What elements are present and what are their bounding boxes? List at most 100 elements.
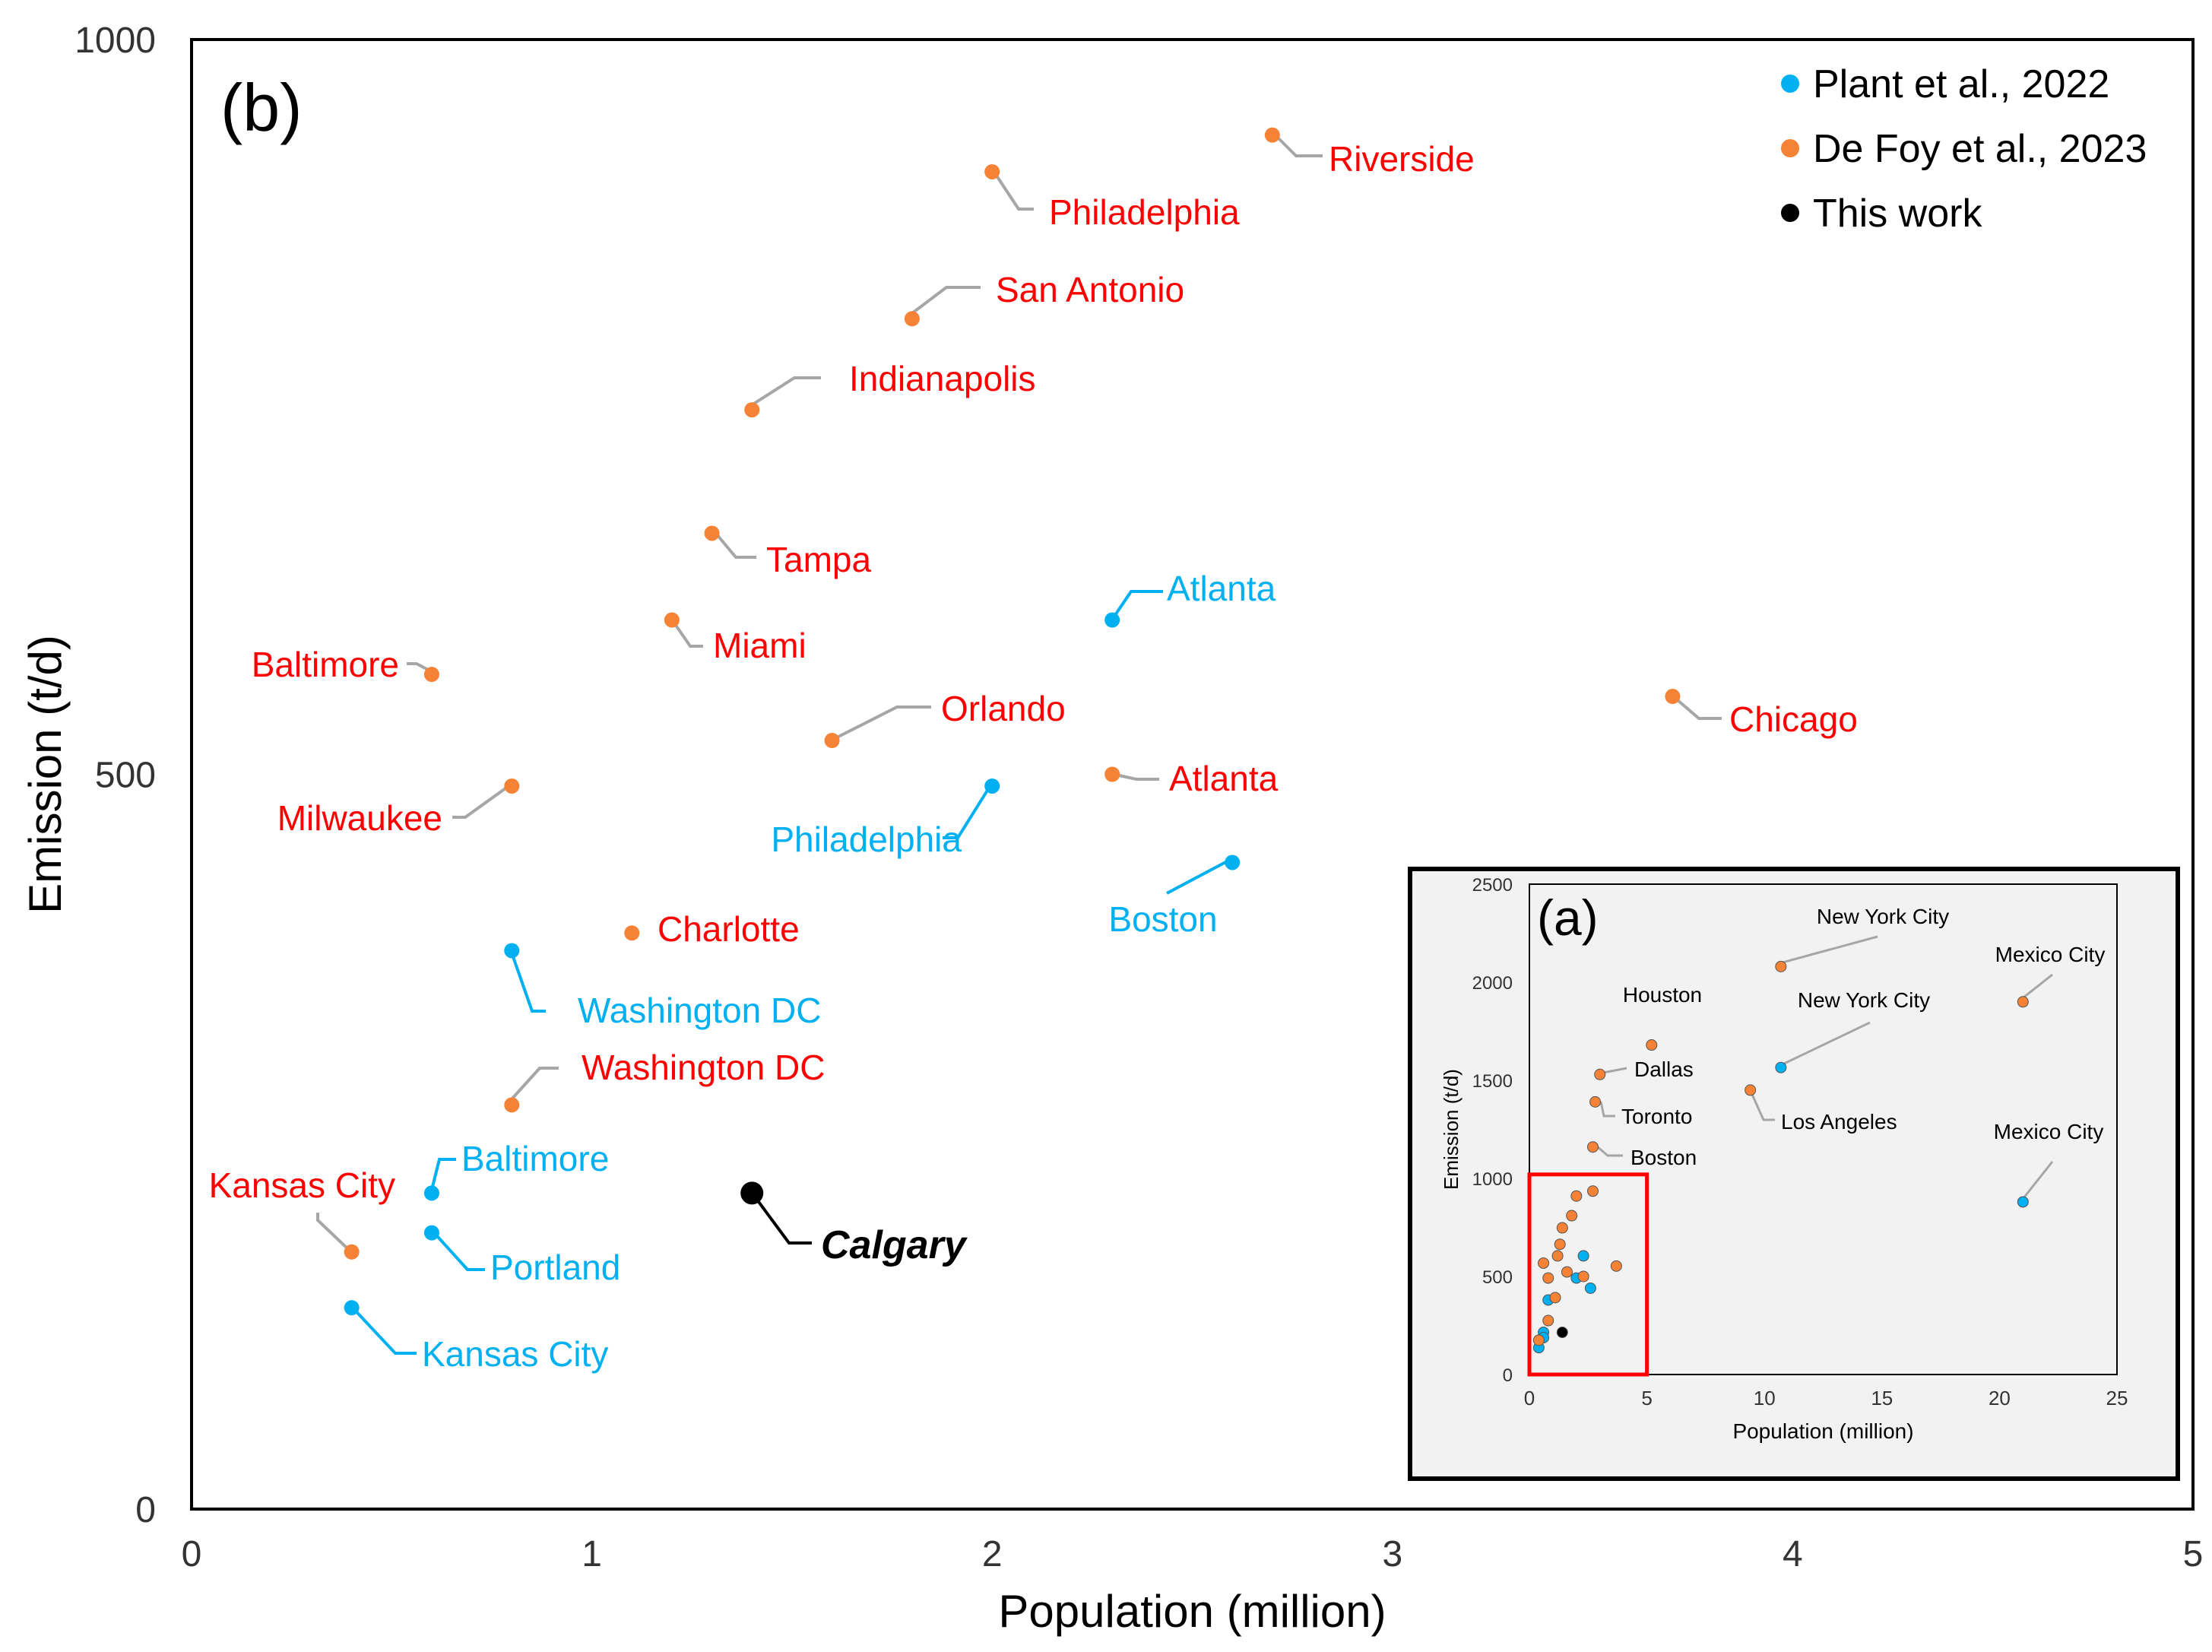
data-label: Miami bbox=[713, 626, 807, 665]
data-point-portland bbox=[423, 1225, 439, 1241]
inset-x-axis-label: Population (million) bbox=[1732, 1419, 1913, 1443]
leader-line bbox=[452, 783, 512, 819]
data-label: Baltimore bbox=[461, 1139, 609, 1178]
panel-label: (b) bbox=[220, 70, 303, 145]
data-point-charlotte bbox=[624, 925, 640, 941]
data-point-kansas-city bbox=[344, 1244, 360, 1260]
inset-plot-area: 0 5 10 15 20 25 0 500 1000 1500 2000 2500 Population… bbox=[1408, 867, 2180, 1481]
data-point-washington-dc bbox=[504, 1097, 520, 1113]
data-point-atlanta bbox=[1104, 766, 1120, 782]
data-point-calgary bbox=[740, 1181, 764, 1205]
leader-line bbox=[1111, 590, 1163, 621]
legend-entry: Plant et al., 2022 bbox=[1813, 62, 2109, 106]
inset-leader-line bbox=[1782, 1021, 1871, 1066]
leader-line bbox=[751, 1192, 812, 1245]
inset-y-tick-label: 500 bbox=[1482, 1267, 1513, 1288]
legend-marker bbox=[1781, 139, 1799, 157]
inset-y-tick-label: 1500 bbox=[1472, 1071, 1513, 1092]
data-point-washington-dc bbox=[504, 943, 520, 959]
legend-entry: De Foy et al., 2023 bbox=[1813, 127, 2147, 171]
data-point-indianapolis bbox=[744, 402, 760, 418]
inset-x-tick-label: 5 bbox=[1641, 1387, 1652, 1409]
inset-data-point bbox=[1584, 1282, 1596, 1294]
inset-data-point bbox=[1586, 1141, 1599, 1153]
data-label: Orlando bbox=[941, 689, 1066, 728]
data-label: Portland bbox=[490, 1248, 620, 1287]
inset-data-point bbox=[1775, 1061, 1787, 1073]
inset-data-label: New York City bbox=[1817, 905, 1949, 928]
leader-line bbox=[430, 1158, 456, 1191]
x-tick-label: 1 bbox=[582, 1534, 602, 1574]
inset-series-2 bbox=[1556, 1327, 1568, 1339]
inset-x-tick-label: 20 bbox=[1989, 1387, 2011, 1409]
inset-x-tick-label: 0 bbox=[1524, 1387, 1535, 1409]
inset-data-label: Los Angeles bbox=[1781, 1110, 1897, 1134]
inset-data-point bbox=[1586, 1185, 1599, 1197]
leader-line bbox=[1166, 858, 1232, 895]
legend-marker bbox=[1781, 75, 1799, 93]
data-label: Riverside bbox=[1329, 139, 1475, 179]
leader-line bbox=[751, 376, 821, 406]
inset-series-1: New York City Mexico City Houston Dallas Los… bbox=[1532, 905, 2105, 1346]
inset-data-point bbox=[1551, 1250, 1564, 1262]
inset-data-point bbox=[1556, 1222, 1568, 1234]
data-label: Tampa bbox=[766, 540, 871, 579]
x-tick-label: 5 bbox=[2183, 1534, 2204, 1574]
data-label: Charlotte bbox=[658, 909, 800, 949]
data-point-kansas-city bbox=[344, 1300, 360, 1316]
data-point-philadelphia bbox=[984, 163, 1000, 179]
inset-leader-line bbox=[1602, 1067, 1627, 1074]
y-tick-label: 0 bbox=[135, 1490, 156, 1530]
leader-line bbox=[1111, 772, 1159, 781]
x-axis-label: Population (million) bbox=[998, 1586, 1386, 1637]
inset-data-point bbox=[1532, 1334, 1545, 1346]
inset-data-point bbox=[1646, 1039, 1658, 1051]
y-tick-label: 500 bbox=[95, 756, 156, 796]
leader-line bbox=[348, 1303, 417, 1355]
leader-line bbox=[670, 618, 703, 648]
data-label: Calgary bbox=[821, 1223, 968, 1267]
data-label: San Antonio bbox=[996, 270, 1184, 309]
leader-line bbox=[429, 1228, 485, 1271]
inset-leader-line bbox=[2022, 1161, 2054, 1199]
data-label: Philadelphia bbox=[1049, 192, 1240, 232]
data-label: Washington DC bbox=[582, 1048, 825, 1087]
series-0: Atlanta Philadelphia Boston Washington DC Ba… bbox=[344, 569, 1276, 1374]
inset-data-point bbox=[2017, 996, 2029, 1008]
data-label: Chicago bbox=[1729, 699, 1858, 739]
inset-data-point bbox=[1549, 1292, 1561, 1304]
leader-line bbox=[509, 1067, 559, 1102]
data-label: Indianapolis bbox=[849, 359, 1036, 398]
inset-data-point bbox=[1556, 1327, 1568, 1339]
inset-data-point bbox=[1745, 1084, 1757, 1096]
inset-data-point bbox=[1570, 1190, 1583, 1202]
leader-line bbox=[509, 950, 546, 1013]
legend-entry: This work bbox=[1813, 192, 1982, 236]
inset-data-label: Dallas bbox=[1634, 1057, 1694, 1081]
inset-data-point bbox=[1538, 1257, 1550, 1269]
data-point-miami bbox=[664, 612, 680, 628]
data-label: Washington DC bbox=[578, 991, 821, 1030]
zoom-box bbox=[1527, 1172, 1649, 1377]
inset-leader-line bbox=[1599, 1101, 1615, 1118]
data-point-tampa bbox=[704, 525, 720, 541]
inset-data-point bbox=[1577, 1270, 1589, 1283]
inset-plot-frame bbox=[1529, 883, 2118, 1375]
data-label: Boston bbox=[1108, 899, 1217, 939]
data-point-chicago bbox=[1665, 689, 1681, 705]
inset-leader-line bbox=[1597, 1146, 1623, 1157]
y-axis-label: Emission (t/d) bbox=[20, 635, 71, 914]
inset-panel-label: (a) bbox=[1537, 889, 1599, 946]
legend-marker bbox=[1781, 204, 1799, 222]
data-point-riverside bbox=[1264, 127, 1280, 143]
inset-x-tick-label: 15 bbox=[1871, 1387, 1893, 1409]
leader-line bbox=[1272, 132, 1323, 157]
inset-data-point bbox=[1561, 1266, 1573, 1278]
inset-data-point bbox=[1542, 1272, 1554, 1284]
inset-data-point bbox=[2017, 1196, 2029, 1208]
data-point-boston bbox=[1225, 855, 1241, 870]
data-label: Kansas City bbox=[422, 1334, 608, 1374]
series-1: Riverside Philadelphia San Antonio Indianap… bbox=[209, 127, 1858, 1260]
